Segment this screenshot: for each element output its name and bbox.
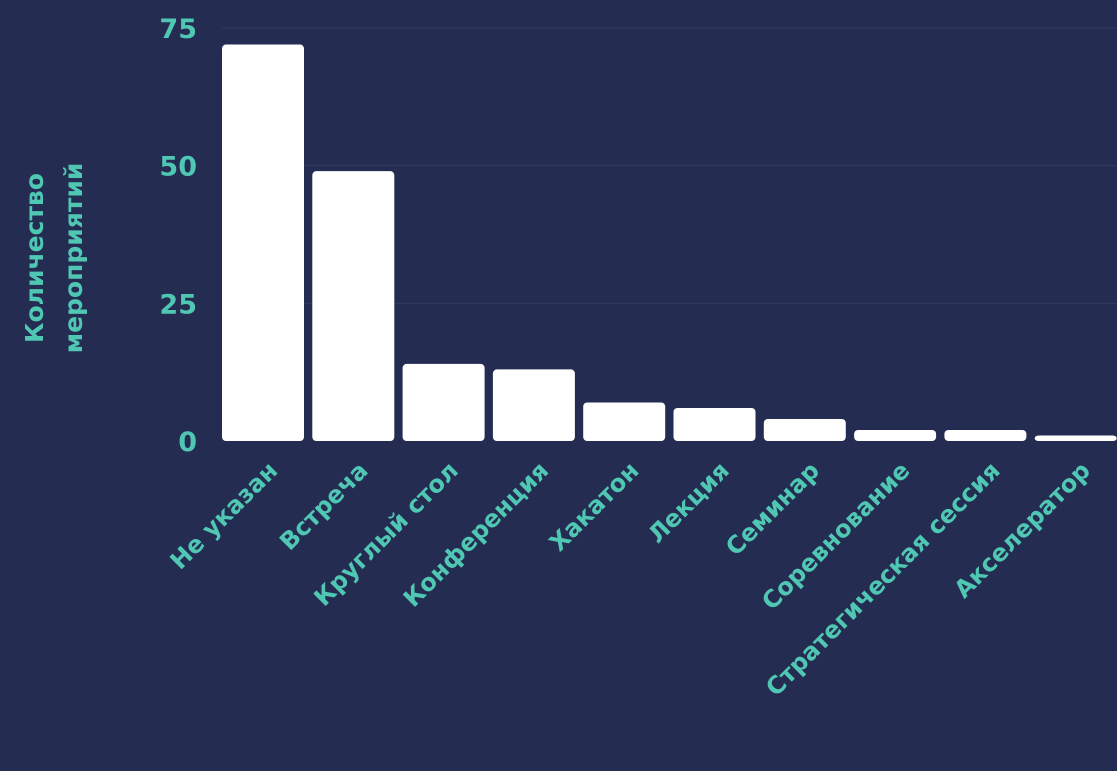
bar: [583, 402, 666, 441]
bar: [492, 369, 575, 441]
y-axis-title-line-1: Количество: [20, 173, 49, 343]
bar: [854, 429, 937, 441]
bar: [312, 171, 395, 441]
y-tick-label: 25: [159, 289, 197, 320]
bar: [402, 363, 485, 441]
y-axis-ticks: 0 25 50 75: [159, 14, 197, 458]
bar: [763, 418, 846, 441]
y-axis-title: Количество мероприятий: [20, 163, 88, 354]
bar: [673, 407, 756, 441]
y-axis-title-line-2: мероприятий: [59, 163, 88, 354]
x-tick-label: Хакатон: [544, 456, 645, 557]
bar: [222, 44, 304, 442]
y-tick-label: 50: [159, 152, 197, 183]
bar: [944, 429, 1027, 441]
x-tick-label: Не указан: [165, 456, 283, 574]
x-tick-label: Лекция: [642, 456, 734, 548]
bars: [222, 44, 1117, 442]
y-tick-label: 75: [159, 14, 197, 45]
bar: [1034, 435, 1117, 441]
y-tick-label: 0: [178, 427, 197, 458]
